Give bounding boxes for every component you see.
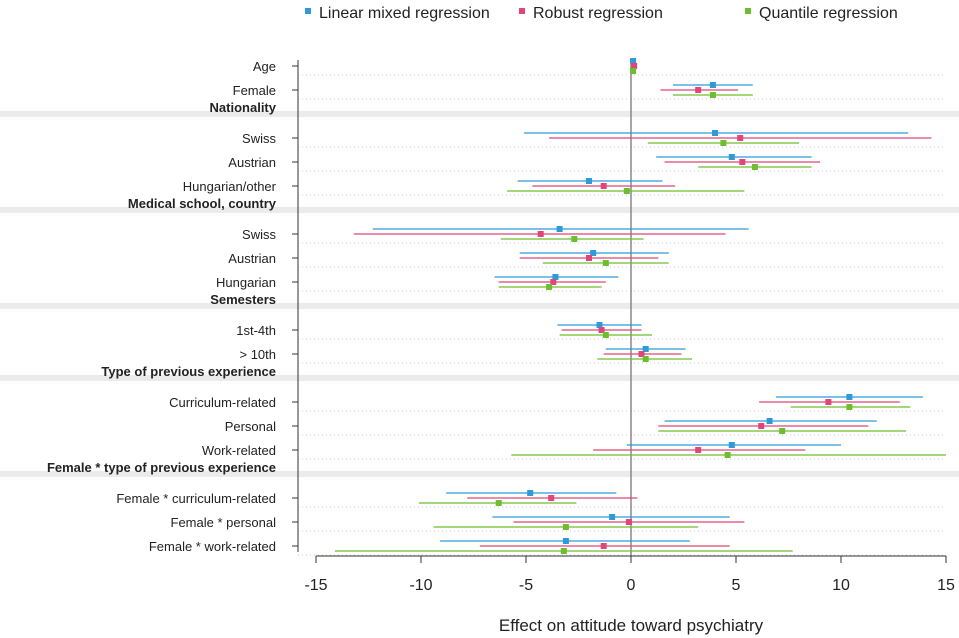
point-estimate [737,135,744,141]
legend-label-3: Quantile regression [759,5,898,22]
point-estimate [709,82,716,88]
point-estimate [695,447,702,453]
legend-label-1: Linear mixed regression [319,5,490,22]
x-axis: -15 -10 -5 0 5 10 15 [304,555,955,594]
group-band [0,207,959,213]
point-estimate [846,394,853,400]
x-tick-label: 5 [732,577,741,594]
group-label: Semesters [210,292,276,307]
point-estimate [825,399,832,405]
point-estimate [642,356,649,362]
row-label: 1st-4th [236,323,276,338]
x-tick-label: 10 [832,577,850,594]
row-label: Hungarian [216,275,276,290]
row-label: Hungarian/other [183,179,277,194]
point-estimate [739,159,746,165]
x-tick-label: -5 [519,577,533,594]
group-label: Type of previous experience [101,364,276,379]
row-label: Female [233,83,276,98]
group-band [0,111,959,117]
row-label: Work-related [202,443,276,458]
point-estimate [527,490,534,496]
point-estimate [571,236,578,242]
x-axis-title: Effect on attitude toward psychiatry [499,616,764,635]
point-estimate [602,332,609,338]
point-estimate [758,423,765,429]
point-estimate [623,188,630,194]
point-estimate [630,68,637,74]
row-label: Austrian [228,155,276,170]
legend-swatch-2 [519,8,525,14]
point-estimate [728,442,735,448]
x-tick-label: 15 [937,577,955,594]
point-estimate [590,250,597,256]
point-estimate [631,63,638,69]
y-axis: Age Female Nationality Swiss Austrian Hungari… [47,59,299,554]
row-label: Curriculum-related [169,395,276,410]
confidence-intervals [334,58,946,554]
group-label: Female * type of previous experience [47,460,276,475]
point-estimate [600,183,607,189]
point-estimate [552,274,559,280]
point-estimate [550,279,557,285]
group-bands [0,111,959,477]
legend-swatch-1 [305,8,311,14]
group-band [0,303,959,309]
row-label: Female * personal [171,515,277,530]
row-label: Age [253,59,276,74]
point-estimate [560,548,567,554]
point-estimate [712,130,718,136]
point-estimate [586,255,592,261]
point-estimate [600,543,607,549]
x-tick-label: -15 [304,577,327,594]
row-label: Austrian [228,251,276,266]
point-estimate [609,514,616,520]
x-tick-label: 0 [627,577,636,594]
point-estimate [598,327,605,333]
row-label: > 10th [239,347,276,362]
point-estimate [537,231,544,237]
point-estimate [586,178,592,184]
point-estimate [751,164,758,170]
point-estimate [630,58,637,64]
row-label: Swiss [242,227,276,242]
row-guides [298,74,946,556]
legend-label-2: Robust regression [533,5,663,22]
point-estimate [695,87,702,93]
point-estimate [602,260,609,266]
point-estimate [548,495,555,501]
point-estimate [728,154,735,160]
point-estimate [556,226,563,232]
group-band [0,375,959,381]
x-tick-label: -10 [409,577,432,594]
group-band [0,471,959,477]
group-label: Medical school, country [128,196,277,211]
point-estimate [724,452,731,458]
point-estimate [766,418,773,424]
point-estimate [495,500,502,506]
point-estimate [709,92,716,98]
row-label: Swiss [242,131,276,146]
point-estimate [779,428,786,434]
row-label: Personal [225,419,276,434]
point-estimate [720,140,727,146]
point-estimate [562,524,569,530]
point-estimate [625,519,632,525]
legend-swatch-3 [745,8,751,14]
point-estimate [642,346,649,352]
row-label: Female * curriculum-related [116,491,276,506]
legend: Linear mixed regression Robust regression… [305,5,898,22]
group-label: Nationality [210,100,277,115]
point-estimate [846,404,853,410]
point-estimate [546,284,553,290]
row-label: Female * work-related [149,539,276,554]
point-estimate [596,322,603,328]
point-estimate [638,351,645,357]
point-estimate [562,538,569,544]
